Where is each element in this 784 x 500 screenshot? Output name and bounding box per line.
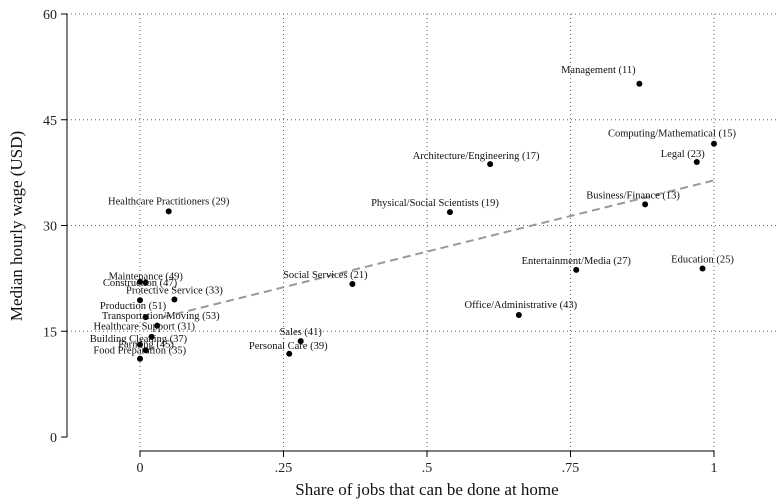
point-label: Food Preparation (35): [93, 345, 186, 356]
point-labels: Management (11) Computing/Mathematical (1…: [90, 65, 737, 356]
y-tick-label: 45: [43, 114, 57, 129]
x-tick-label: .75: [562, 461, 580, 476]
point-label: Architecture/Engineering (17): [413, 151, 540, 162]
data-point: [711, 140, 717, 147]
data-point: [636, 80, 643, 87]
point-label: Education (25): [671, 255, 734, 266]
data-point: [446, 209, 453, 216]
y-axis-title: Median hourly wage (USD): [7, 131, 26, 321]
data-point: [165, 208, 172, 215]
point-label: Entertainment/Media (27): [522, 256, 632, 267]
point-label: Office/Administrative (43): [465, 300, 578, 311]
point-label: Healthcare Practitioners (29): [108, 196, 230, 207]
data-point: [693, 159, 700, 166]
axes: 0 15 30 45 60 0 .25 .5 .75 1: [43, 8, 718, 476]
y-tick-label: 30: [43, 220, 57, 235]
data-point: [148, 333, 155, 340]
point-label: Protective Service (33): [126, 286, 223, 297]
data-point: [699, 265, 706, 272]
data-point: [137, 355, 143, 362]
point-label: Physical/Social Scientists (19): [371, 198, 499, 209]
point-label: Legal (23): [661, 149, 706, 160]
data-point: [171, 296, 178, 303]
data-point: [642, 201, 649, 208]
x-tick-label: 1: [711, 461, 718, 476]
point-label: Building Cleaning (37): [90, 334, 188, 345]
data-point: [137, 341, 143, 348]
point-label: Healthcare Support (31): [93, 322, 195, 333]
y-tick-label: 15: [43, 325, 57, 340]
point-label: Construction (47): [103, 278, 178, 289]
point-label: Computing/Mathematical (15): [608, 129, 737, 140]
data-point: [349, 281, 356, 288]
x-tick-label: .5: [422, 461, 433, 476]
x-tick-label: .25: [275, 461, 293, 476]
point-label: Farming (45): [118, 340, 174, 351]
data-point: [142, 314, 149, 321]
data-point: [142, 279, 149, 286]
y-tick-label: 60: [43, 8, 57, 23]
x-axis-title: Share of jobs that can be done at home: [295, 480, 558, 499]
x-tick-label: 0: [137, 461, 144, 476]
point-label: Transportation/Moving (53): [102, 311, 220, 322]
gridlines: [67, 13, 778, 451]
point-label: Sales (41): [280, 327, 323, 338]
point-label: Social Services (21): [283, 270, 368, 281]
fitted-trend-line: [162, 179, 715, 319]
point-label: Production (51): [100, 301, 167, 312]
data-point: [573, 266, 580, 273]
y-tick-label: 0: [50, 431, 57, 446]
point-label: Business/Finance (13): [586, 190, 680, 201]
data-point: [137, 278, 143, 285]
data-point: [154, 322, 161, 329]
data-point: [286, 350, 293, 357]
data-point: [515, 312, 522, 319]
data-point: [142, 347, 149, 354]
data-points: [137, 80, 717, 362]
point-label: Management (11): [561, 65, 636, 76]
data-point: [137, 297, 143, 304]
point-label: Maintenance (49): [109, 272, 184, 283]
point-label: Personal Care (39): [249, 341, 328, 352]
data-point: [297, 338, 304, 345]
data-point: [487, 161, 494, 168]
